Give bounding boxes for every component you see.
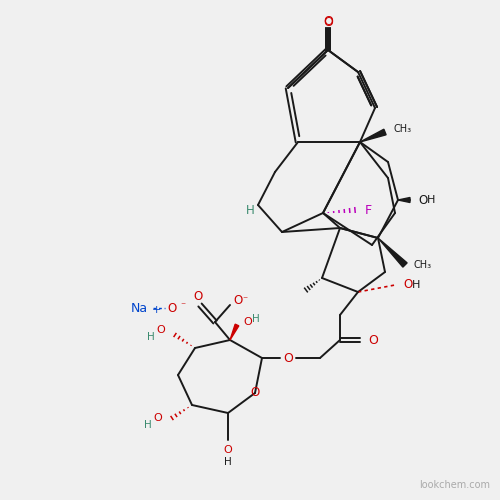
Text: H: H — [427, 195, 436, 205]
Text: F: F — [365, 204, 372, 216]
Text: O: O — [250, 386, 260, 400]
Text: O: O — [233, 294, 242, 308]
Text: O: O — [156, 325, 165, 335]
Text: H: H — [246, 204, 254, 216]
Text: O: O — [153, 413, 162, 423]
Text: +: + — [152, 305, 162, 315]
Text: O: O — [418, 194, 427, 206]
Polygon shape — [230, 324, 239, 340]
Polygon shape — [360, 129, 386, 142]
Text: CH₃: CH₃ — [393, 124, 411, 134]
Text: Na: Na — [131, 302, 148, 314]
Text: O: O — [168, 302, 176, 314]
Text: H: H — [252, 314, 260, 324]
Text: ⁻: ⁻ — [242, 295, 247, 305]
Text: O: O — [224, 445, 232, 455]
Text: O: O — [283, 352, 293, 364]
Text: ⁻: ⁻ — [180, 301, 185, 311]
Text: O: O — [194, 290, 202, 302]
Text: O: O — [403, 278, 412, 291]
Text: O: O — [323, 15, 333, 28]
Polygon shape — [378, 238, 407, 267]
Text: H: H — [144, 420, 152, 430]
Text: H: H — [147, 332, 155, 342]
Text: lookchem.com: lookchem.com — [419, 480, 490, 490]
Text: CH₃: CH₃ — [413, 260, 431, 270]
Text: H: H — [224, 457, 232, 467]
Text: H: H — [412, 280, 420, 290]
Text: O: O — [243, 317, 252, 327]
Text: O: O — [323, 16, 333, 28]
Polygon shape — [398, 198, 410, 202]
Text: O: O — [368, 334, 378, 346]
